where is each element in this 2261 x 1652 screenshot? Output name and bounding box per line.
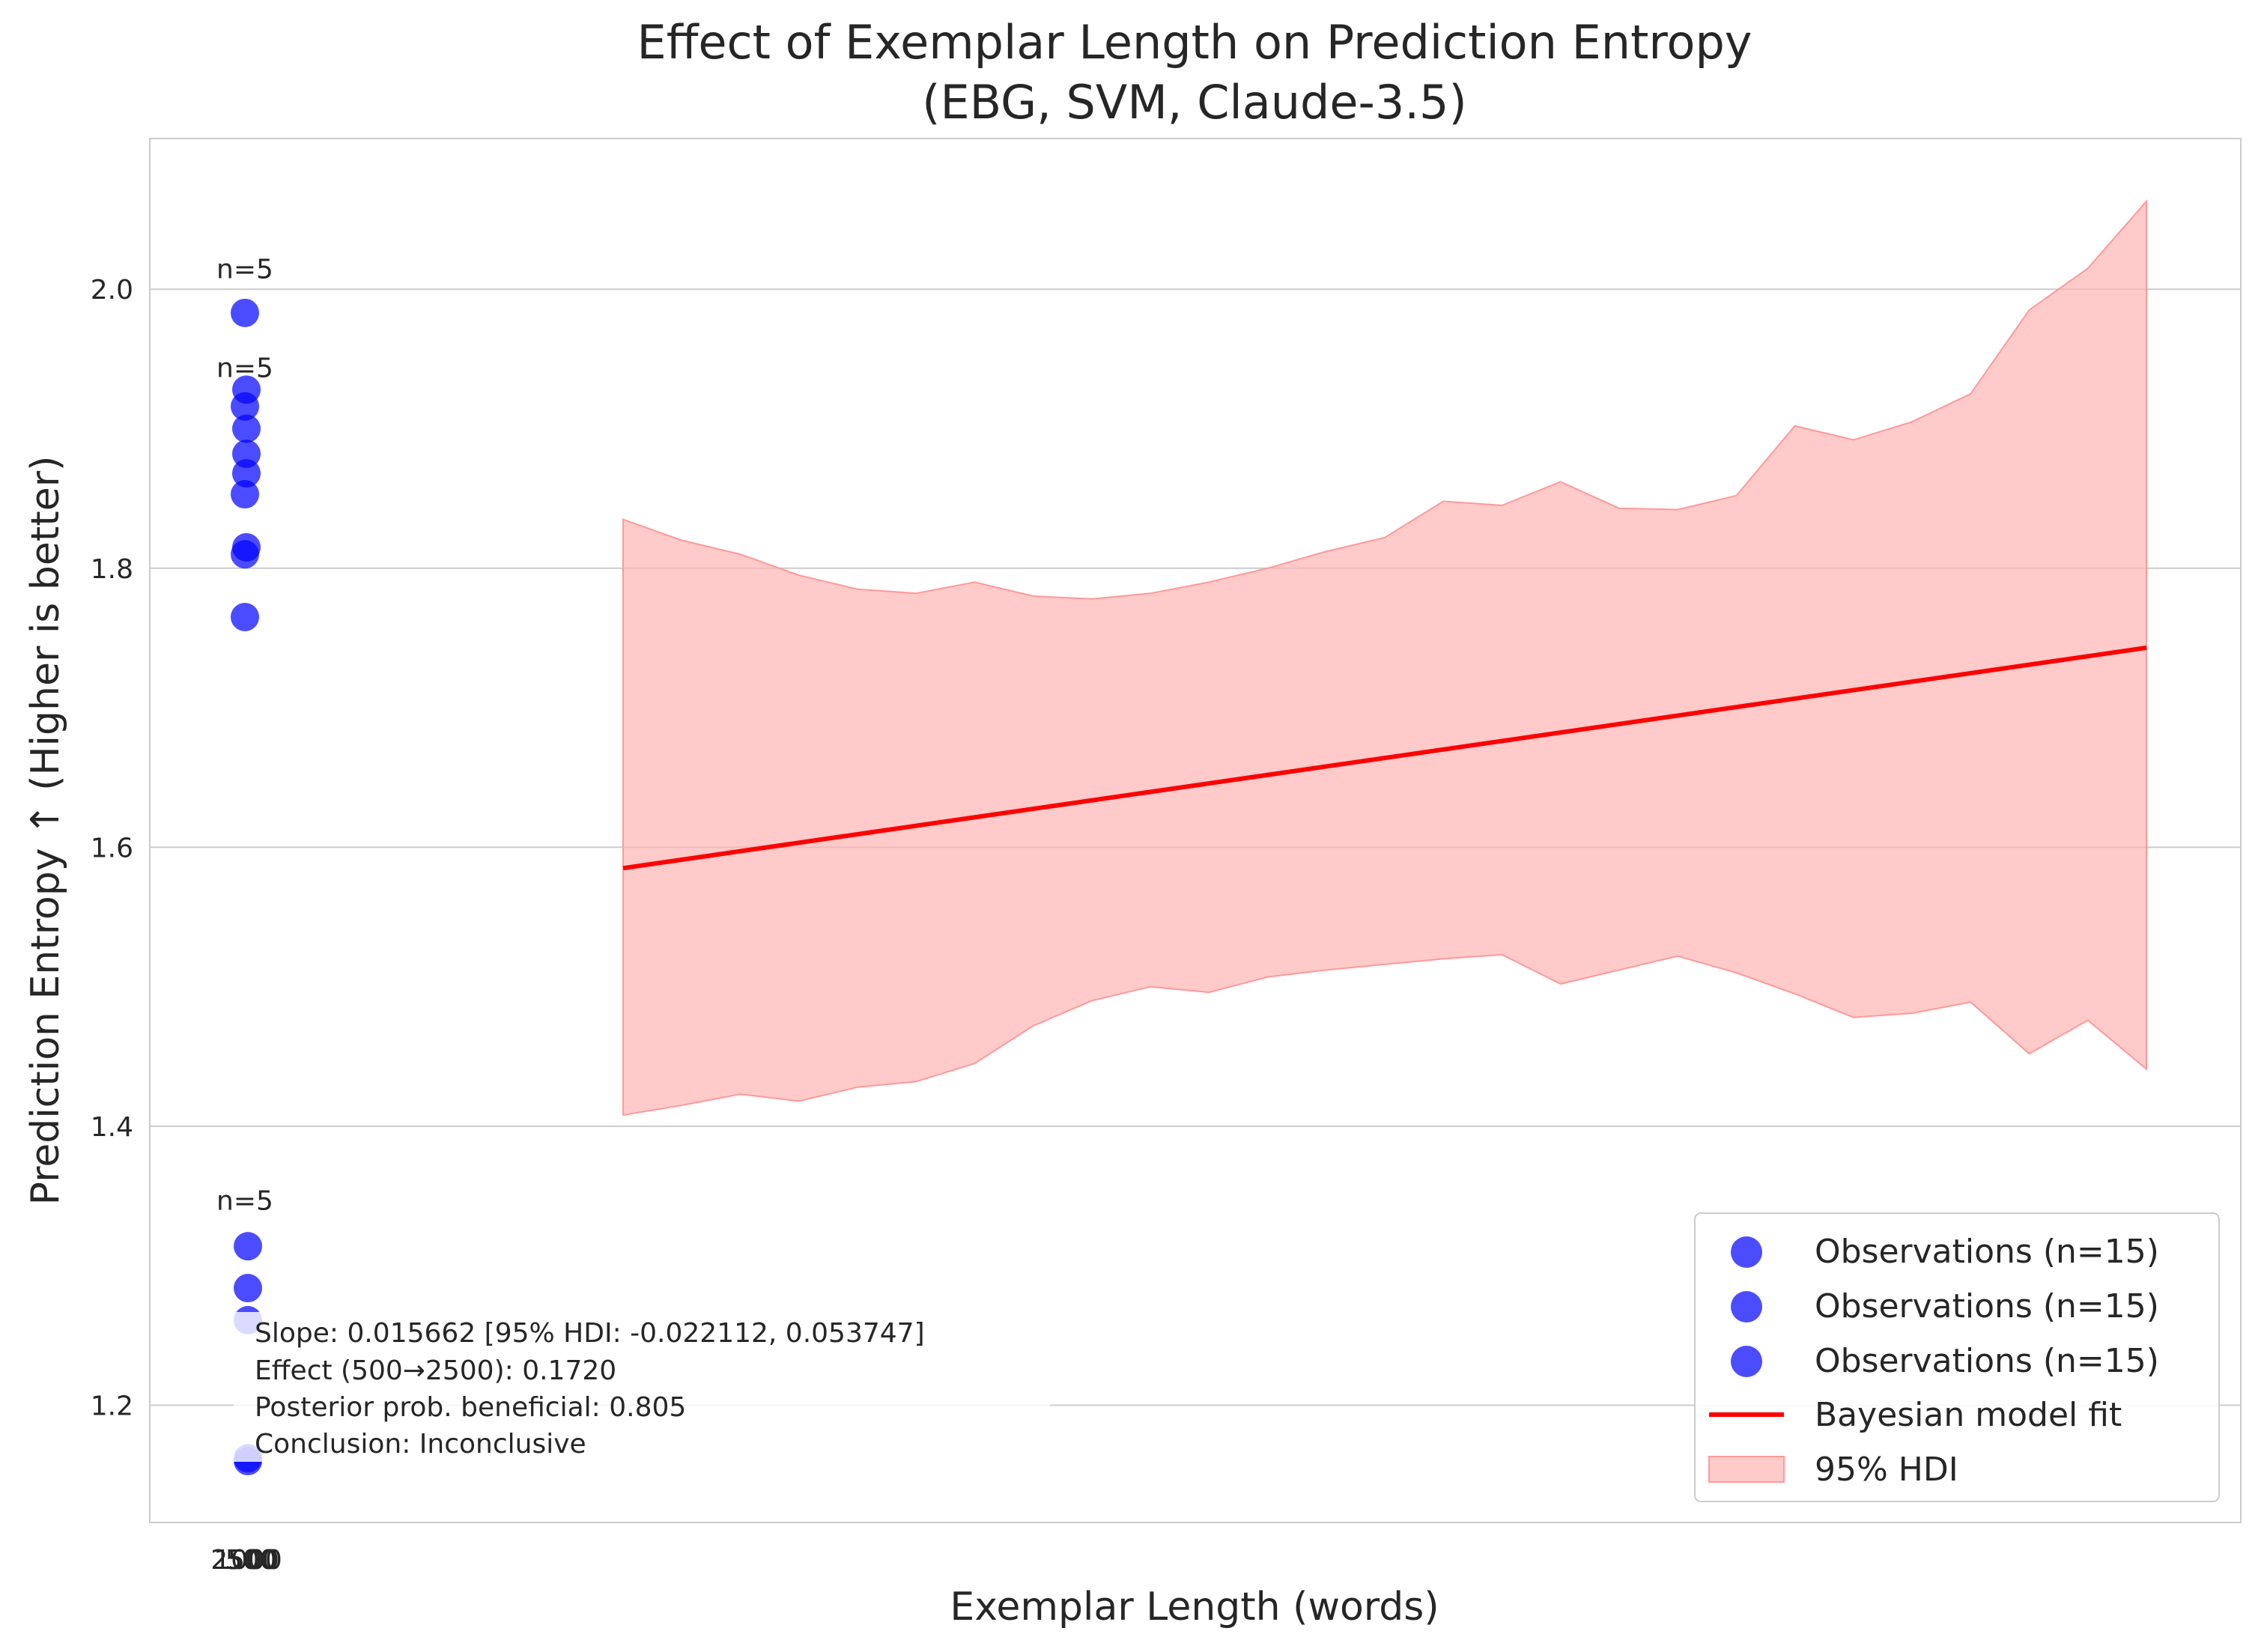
y-tick-label: 1.2 <box>91 1391 133 1422</box>
group-count-label: n=5 <box>216 353 273 384</box>
observation-point <box>232 414 261 443</box>
legend-marker-obs-3 <box>1731 1346 1762 1377</box>
stats-line-conclusion: Conclusion: Inconclusive <box>255 1429 586 1460</box>
observation-point <box>234 1232 262 1261</box>
stats-line-effect: Effect (500→2500): 0.1720 <box>255 1355 616 1386</box>
stats-box <box>234 1312 1050 1462</box>
y-axis-label: Prediction Entropy ↑ (Higher is better) <box>23 456 68 1206</box>
stats-annotation: Slope: 0.015662 [95% HDI: -0.022112, 0.0… <box>234 1312 1050 1462</box>
y-tick-label: 1.6 <box>91 833 133 863</box>
group-count-labels: n=5 n=5 n=5 <box>216 254 273 1216</box>
stats-line-slope: Slope: 0.015662 [95% HDI: -0.022112, 0.0… <box>255 1318 925 1349</box>
hdi-band-layer <box>622 199 2147 1117</box>
legend-label-fit: Bayesian model fit <box>1815 1396 2122 1434</box>
stats-line-posterior: Posterior prob. beneficial: 0.805 <box>255 1392 686 1423</box>
x-tick-label: 0 <box>246 1545 263 1576</box>
group-count-label: n=5 <box>216 1186 273 1217</box>
title: Effect of Exemplar Length on Prediction … <box>637 15 1752 130</box>
chart-title: Effect of Exemplar Length on Prediction … <box>637 15 1752 70</box>
legend-label-obs-1: Observations (n=15) <box>1815 1233 2159 1271</box>
x-tick-label: 1000 <box>213 1545 282 1576</box>
y-tick-label: 2.0 <box>91 275 133 306</box>
observation-point <box>231 298 259 327</box>
legend: Observations (n=15) Observations (n=15) … <box>1694 1212 2220 1502</box>
fit-line <box>622 645 2147 871</box>
x-tick-label: 2500 <box>210 1545 279 1576</box>
observation-point <box>234 1274 262 1303</box>
observation-point <box>232 532 261 562</box>
legend-marker-obs-2 <box>1731 1291 1762 1322</box>
legend-box <box>1694 1212 2220 1502</box>
x-tick-label: 500 <box>225 1545 277 1576</box>
chart-subtitle: (EBG, SVM, Claude-3.5) <box>922 75 1466 130</box>
observation-point <box>231 602 259 631</box>
y-tick-label: 1.4 <box>91 1112 133 1143</box>
y-tick-label: 1.8 <box>91 554 133 585</box>
observation-point <box>231 480 259 509</box>
hdi-band <box>622 199 2147 1117</box>
legend-label-hdi: 95% HDI <box>1815 1451 1958 1489</box>
legend-marker-hdi <box>1708 1456 1785 1483</box>
x-axis-label: Exemplar Length (words) <box>950 1585 1439 1630</box>
legend-label-obs-3: Observations (n=15) <box>1815 1342 2159 1380</box>
legend-marker-obs-1 <box>1731 1236 1762 1268</box>
observation-point <box>232 440 261 469</box>
observation-point <box>232 375 261 404</box>
y-axis-ticks: 1.2 1.4 1.6 1.8 2.0 <box>91 275 133 1421</box>
group-count-label: n=5 <box>216 254 273 285</box>
legend-label-obs-2: Observations (n=15) <box>1815 1287 2159 1325</box>
fit-line-layer <box>622 645 2147 871</box>
observation-point <box>232 459 261 488</box>
